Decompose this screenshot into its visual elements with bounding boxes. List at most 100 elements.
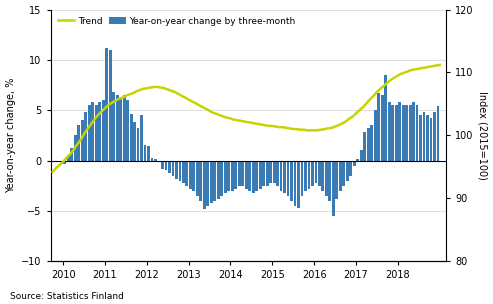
Bar — [81, 120, 84, 161]
Bar — [315, 161, 317, 183]
Bar — [91, 102, 94, 161]
Bar — [217, 161, 220, 199]
Bar — [106, 48, 108, 161]
Bar — [220, 161, 223, 196]
Bar — [123, 95, 126, 161]
Text: Source: Statistics Finland: Source: Statistics Finland — [10, 292, 124, 301]
Bar — [95, 105, 98, 161]
Bar — [207, 161, 209, 206]
Bar — [339, 161, 342, 191]
Bar — [429, 118, 432, 161]
Bar — [328, 161, 331, 201]
Bar — [210, 161, 213, 203]
Bar — [189, 161, 192, 189]
Bar — [102, 100, 105, 161]
Bar — [192, 161, 195, 191]
Bar — [297, 161, 300, 208]
Bar — [140, 115, 143, 161]
Bar — [391, 105, 394, 161]
Bar — [64, 161, 66, 164]
Bar — [213, 161, 216, 201]
Bar — [119, 98, 122, 161]
Bar — [200, 161, 202, 201]
Bar — [360, 150, 363, 161]
Y-axis label: Year-on-year change, %: Year-on-year change, % — [5, 78, 16, 193]
Bar — [276, 161, 279, 186]
Bar — [280, 161, 282, 191]
Bar — [266, 161, 269, 186]
Bar — [321, 161, 324, 191]
Bar — [374, 110, 377, 161]
Bar — [269, 161, 272, 183]
Bar — [346, 161, 349, 181]
Bar — [227, 161, 230, 191]
Bar — [370, 125, 373, 161]
Bar — [67, 155, 70, 161]
Bar — [426, 115, 429, 161]
Bar — [304, 161, 307, 191]
Bar — [412, 102, 415, 161]
Bar — [143, 145, 146, 161]
Bar — [325, 161, 328, 196]
Bar — [367, 128, 370, 161]
Bar — [70, 148, 73, 161]
Bar — [74, 135, 77, 161]
Bar — [109, 50, 111, 161]
Bar — [262, 161, 265, 186]
Bar — [318, 161, 321, 186]
Bar — [290, 161, 293, 201]
Bar — [178, 161, 181, 181]
Bar — [238, 161, 241, 186]
Bar — [224, 161, 227, 193]
Bar — [165, 161, 167, 170]
Bar — [332, 161, 335, 216]
Bar — [350, 161, 352, 176]
Bar — [161, 161, 164, 169]
Bar — [130, 114, 133, 161]
Bar — [419, 115, 422, 161]
Bar — [377, 93, 380, 161]
Bar — [150, 157, 153, 161]
Y-axis label: Index (2015=100): Index (2015=100) — [477, 91, 488, 180]
Legend: Trend, Year-on-year change by three-month: Trend, Year-on-year change by three-mont… — [55, 14, 298, 29]
Bar — [294, 161, 296, 206]
Bar — [175, 161, 178, 179]
Bar — [241, 161, 244, 186]
Bar — [301, 161, 303, 196]
Bar — [437, 106, 439, 161]
Bar — [343, 161, 345, 186]
Bar — [356, 158, 359, 161]
Bar — [133, 122, 136, 161]
Bar — [335, 161, 338, 199]
Bar — [231, 161, 234, 191]
Bar — [433, 112, 436, 161]
Bar — [416, 105, 419, 161]
Bar — [252, 161, 254, 193]
Bar — [273, 161, 276, 183]
Bar — [185, 161, 188, 186]
Bar — [84, 112, 87, 161]
Bar — [245, 161, 247, 189]
Bar — [381, 95, 384, 161]
Bar — [77, 125, 80, 161]
Bar — [137, 128, 140, 161]
Bar — [168, 161, 171, 173]
Bar — [182, 161, 185, 183]
Bar — [283, 161, 286, 193]
Bar — [116, 95, 119, 161]
Bar — [395, 105, 397, 161]
Bar — [402, 105, 405, 161]
Bar — [388, 102, 390, 161]
Bar — [398, 102, 401, 161]
Bar — [409, 105, 412, 161]
Bar — [234, 161, 237, 189]
Bar — [154, 158, 157, 161]
Bar — [203, 161, 206, 209]
Bar — [88, 105, 91, 161]
Bar — [112, 92, 115, 161]
Bar — [147, 147, 150, 161]
Bar — [423, 112, 425, 161]
Bar — [98, 102, 101, 161]
Bar — [196, 161, 199, 196]
Bar — [311, 161, 314, 186]
